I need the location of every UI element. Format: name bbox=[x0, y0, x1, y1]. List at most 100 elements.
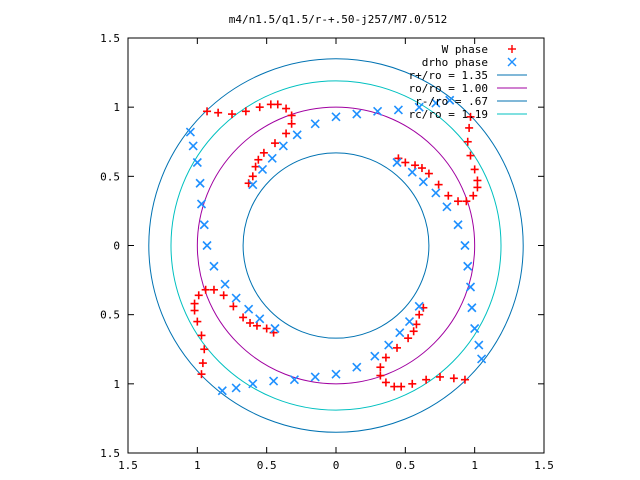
y-tick-label: 1 bbox=[113, 101, 120, 114]
point-diag-b bbox=[404, 317, 415, 327]
drho-phase-point bbox=[384, 340, 394, 350]
w-phase-point bbox=[246, 318, 255, 327]
drho-phase-point bbox=[414, 301, 424, 311]
point-diag-b bbox=[414, 102, 424, 112]
drho-phase-point bbox=[414, 102, 424, 112]
drho-phase-point bbox=[195, 178, 205, 188]
w-phase-point bbox=[454, 197, 463, 206]
w-phase-point bbox=[282, 104, 291, 113]
w-phase-point bbox=[473, 176, 482, 185]
drho-phase-point bbox=[445, 95, 455, 105]
drho-phase-point bbox=[373, 106, 383, 116]
w-phase-point bbox=[390, 382, 399, 391]
ref-circle-3 bbox=[170, 80, 502, 411]
point-diag-b bbox=[470, 323, 480, 334]
drho-phase-point bbox=[370, 351, 380, 361]
plot-frame bbox=[127, 37, 545, 454]
w-phase-point bbox=[408, 379, 417, 388]
drho-phase-point bbox=[404, 317, 415, 327]
w-phase-point bbox=[422, 375, 431, 384]
point-diag-b bbox=[310, 372, 320, 382]
w-phase-point bbox=[219, 291, 228, 300]
y-tick-label: 0.5 bbox=[100, 170, 120, 183]
point-diag-b bbox=[453, 220, 463, 230]
drho-phase-point bbox=[292, 130, 302, 140]
point-diag-b bbox=[310, 119, 320, 129]
point-diag-b bbox=[196, 199, 207, 209]
drho-phase-point bbox=[278, 141, 288, 151]
w-phase-point bbox=[401, 158, 410, 167]
drho-phase-point bbox=[185, 127, 195, 137]
w-phase-point bbox=[287, 111, 296, 120]
drho-phase-point bbox=[231, 293, 241, 303]
w-phase-point bbox=[228, 110, 236, 119]
drho-phase-point bbox=[474, 340, 484, 350]
drho-phase-point bbox=[248, 180, 258, 190]
w-phase-point bbox=[200, 345, 209, 354]
w-phase-point bbox=[266, 100, 275, 109]
point-diag-b bbox=[278, 141, 288, 151]
legend-label: drho phase bbox=[422, 56, 488, 69]
drho-phase-point bbox=[453, 220, 463, 230]
point-diag-b bbox=[460, 240, 470, 251]
point-diag-b bbox=[244, 304, 254, 314]
reference-circles bbox=[148, 58, 524, 433]
drho-phase-point bbox=[270, 323, 280, 334]
drho-phase-point bbox=[331, 369, 341, 379]
w-phase-point bbox=[259, 148, 268, 157]
w-phase-point bbox=[381, 353, 390, 362]
w-phase-point bbox=[197, 370, 206, 379]
w-phase-point bbox=[287, 119, 296, 128]
w-phase-point bbox=[214, 108, 223, 117]
w-phase-point bbox=[248, 172, 257, 181]
point-diag-b bbox=[269, 376, 279, 386]
w-phase-point bbox=[381, 378, 390, 387]
legend-label: ro/ro = 1.00 bbox=[409, 82, 488, 95]
point-diag-b bbox=[445, 95, 455, 105]
drho-phase-point bbox=[188, 141, 198, 151]
drho-phase-point bbox=[393, 105, 403, 115]
point-diag-b bbox=[465, 282, 476, 292]
drho-phase-point bbox=[257, 164, 268, 174]
point-diag-b bbox=[331, 112, 341, 122]
y-tick-label: 1.5 bbox=[100, 32, 120, 45]
y-tick-label: 1 bbox=[113, 378, 120, 391]
point-diag-b bbox=[255, 314, 265, 324]
drho-phase-point bbox=[310, 372, 320, 382]
point-diag-b bbox=[384, 340, 394, 350]
drho-phase-point bbox=[352, 362, 362, 372]
drho-phase-point bbox=[202, 240, 212, 251]
point-diag-b bbox=[407, 167, 417, 177]
point-diag-b bbox=[418, 177, 428, 187]
w-phase-point bbox=[465, 123, 474, 132]
drho-phase-point bbox=[289, 375, 299, 385]
drho-phase-point bbox=[331, 112, 341, 122]
w-phase-point bbox=[460, 375, 469, 384]
w-phase-point bbox=[273, 100, 282, 109]
point-diag-b bbox=[267, 153, 277, 163]
w-phase-point bbox=[412, 320, 421, 329]
w-phase-point bbox=[444, 191, 453, 200]
point-diag-b bbox=[257, 164, 268, 174]
drho-phase-point bbox=[217, 386, 227, 396]
drho-phase-point bbox=[248, 379, 258, 389]
point-diag-b bbox=[192, 157, 202, 168]
point-diag-b bbox=[202, 240, 212, 251]
w-phase-point bbox=[239, 313, 248, 322]
point-diag-b bbox=[352, 362, 362, 372]
y-tick-label: 0 bbox=[113, 240, 120, 253]
w-phase-point bbox=[466, 112, 475, 121]
w-phase-point bbox=[203, 107, 212, 116]
x-tick-label: 0 bbox=[333, 459, 340, 472]
drho-phase-point bbox=[255, 314, 265, 324]
w-phase-point bbox=[469, 191, 478, 200]
y-tick-label: 1.5 bbox=[100, 447, 120, 460]
w-phase-point bbox=[252, 321, 261, 330]
point-diag-b bbox=[231, 293, 241, 303]
point-diag-b bbox=[467, 303, 477, 313]
point-diag-b bbox=[393, 105, 403, 115]
drho-phase-point bbox=[465, 282, 476, 292]
phase-points bbox=[185, 95, 487, 396]
w-phase-point bbox=[404, 334, 413, 343]
w-phase-point bbox=[201, 285, 210, 294]
